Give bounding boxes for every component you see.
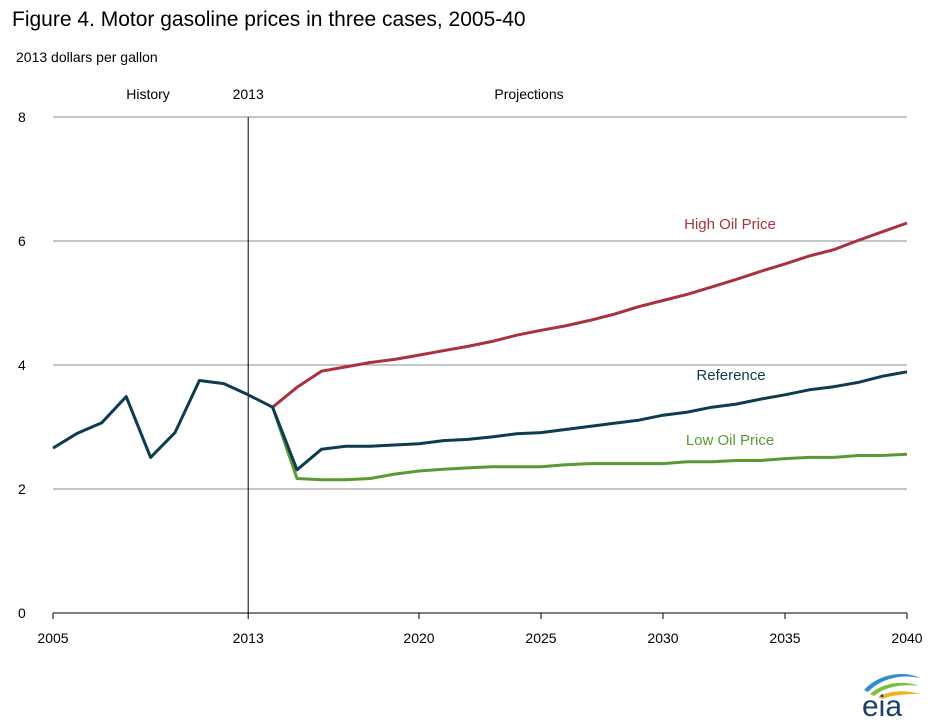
y-tick-label: 6 [18, 233, 26, 249]
x-tick-label: 2005 [37, 630, 68, 646]
series-label-high: High Oil Price [684, 216, 776, 233]
series-label-low: Low Oil Price [686, 432, 774, 449]
x-tick-label: 2035 [769, 630, 800, 646]
x-tick-label: 2040 [891, 630, 922, 646]
x-tick-label: 2030 [647, 630, 678, 646]
y-tick-label: 0 [18, 605, 26, 621]
divider-year-label: 2013 [233, 86, 264, 102]
x-tick-label: 2025 [525, 630, 556, 646]
series-label-reference: Reference [696, 367, 765, 384]
y-tick-label: 2 [18, 481, 26, 497]
y-axis-tick-labels: 0 2 4 6 8 [18, 109, 26, 621]
grid-lines [53, 116, 907, 614]
series-line-reference [52, 370, 908, 472]
y-tick-label: 8 [18, 109, 26, 125]
series-line-low [271, 406, 908, 482]
eia-logo-text: eia [862, 690, 902, 718]
data-series [52, 221, 908, 482]
projections-label: Projections [494, 86, 563, 102]
chart-title: Figure 4. Motor gasoline prices in three… [12, 8, 526, 31]
x-tick-label: 2013 [233, 630, 264, 646]
eia-logo: eia [862, 674, 920, 718]
y-tick-label: 4 [18, 357, 26, 373]
y-axis-units-label: 2013 dollars per gallon [16, 49, 158, 65]
series-line-high [271, 221, 908, 409]
x-axis-tick-labels: 2005 2013 2020 2025 2030 2035 2040 [37, 613, 923, 646]
series-labels: Low Oil Price High Oil Price Reference [684, 216, 776, 449]
x-tick-label: 2020 [403, 630, 434, 646]
history-label: History [126, 86, 170, 102]
